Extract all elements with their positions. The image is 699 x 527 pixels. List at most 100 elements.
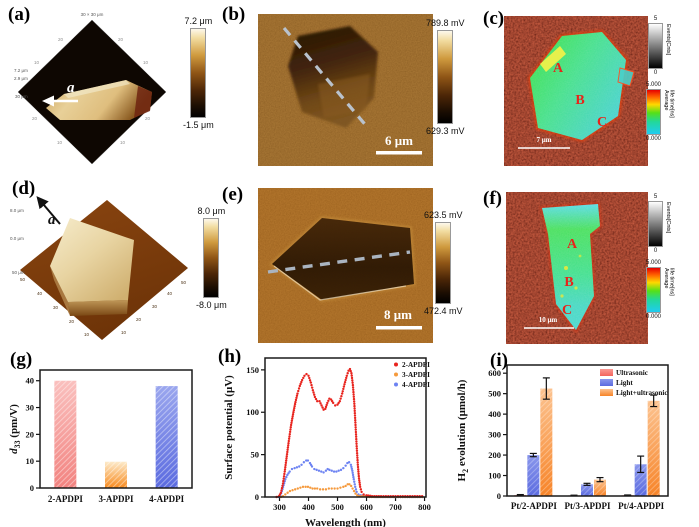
colorbar-c-lifetime: 5.000 0.000 Average life time[ns] [646,82,675,142]
panel-d-letter: (d) [12,178,36,199]
lifetime-gradient [646,267,661,313]
y-tick-label: 50 [251,450,260,460]
legend-swatch [600,379,613,386]
axis-tick: 50 [181,280,187,285]
axis-tick: 20 [58,37,64,42]
panel-i-letter: (i) [490,350,508,371]
speckle [564,266,568,270]
lifetime-max-label: 5.000 [646,260,662,266]
lifetime-min-label: 0.000 [646,314,662,320]
axis-tick: 20 [32,116,38,121]
y-tick-label: 0 [30,483,34,493]
legend-label: Ultrasonic [616,369,649,377]
x-tick-label: 300 [273,502,286,512]
colorbar-f-lifetime: 5.000 0.000 Average life time[ns] [646,260,675,320]
events-gradient [648,201,663,247]
y-tick-label: 500 [488,389,501,399]
height-scale-label: 7.2 μm [14,68,28,73]
bar-hatch [540,388,553,496]
y-tick-label: 600 [488,368,501,378]
x-axis-label: Wavelength (nm) [305,517,386,527]
bar-hatch [527,455,540,496]
axis-tick: 30 [53,305,59,310]
colorbar-d-min-label: -8.0 μm [196,300,227,310]
legend-swatch [600,369,613,376]
x-category-label: 4-APDPI [149,494,184,504]
surface-potential-spectrum-chart: 0 50 100 150 300 400 500 600 700 800 2-APDPI 3-APDP… [223,357,431,527]
panel-f-letter: (f) [483,188,502,209]
colorbar-f-events: 5 0 Events[Cnts] [648,194,671,254]
height-scale-label: 30 μm [15,94,28,99]
kpfm-image-e: 8 μm [258,188,433,343]
a-axis-arrowhead [42,95,54,107]
hydrogen-evolution-bar-chart: 0 100 200 300 400 500 600 Pt/2-APDPI Pt/3-APDPI P… [456,364,669,511]
x-category-label: Pt/4-APDPI [618,501,664,511]
panel-h-letter: (h) [218,346,242,367]
series-2-APDPI [275,367,424,499]
legend-marker [394,372,398,377]
panel-e-letter: (e) [222,184,244,205]
lifetime-colorbar-title-line1: Average [662,268,669,289]
colorbar-a-max-label: 7.2 μm [184,16,213,26]
axis-tick: 10 [84,332,90,337]
afm-3d-image-a: a 30 × 30 μm 10 20 20 10 20 10 10 20 7.2… [14,12,167,165]
legend-marker [394,362,398,367]
region-label-B: B [575,93,584,108]
x-tick-label: 700 [389,502,402,512]
colorbar-d: 8.0 μm -8.0 μm [196,206,227,310]
axis-tick: 10 [143,60,149,65]
y-tick-label: 0 [255,492,259,502]
events-colorbar-title: Events[Cnts] [664,202,671,234]
x-tick-label: 600 [360,502,373,512]
crystal-left-face [50,266,70,316]
afm-3d-image-d: a 8.0 μm 0.0 μm 50 μm 50 40 30 20 10 10 … [10,196,188,340]
speckle [560,294,564,298]
bar-hatch [54,380,77,488]
lifetime-max-label: 5.000 [646,82,662,88]
events-gradient [648,23,663,69]
axis-tick: 20 [136,317,142,322]
piezoelectric-coefficient-bar-chart: 0 10 20 30 40 2-APDPI 3-APDPI 4-APDPI d33 (pm/V) [8,369,193,504]
lifetime-colorbar-title-line2: life time[ns] [668,268,675,296]
axis-tick: 20 [145,116,151,121]
panel-c-letter: (c) [483,8,505,29]
colorbar-a: 7.2 μm -1.5 μm [183,16,214,130]
series-4-APDPI [277,459,424,499]
y-axis-label: H2 evolution (μmol/h) [456,379,470,481]
region-label-B: B [564,275,573,290]
kpfm-image-b: 6 μm [258,14,433,166]
colorbar-d-gradient [203,218,220,298]
scan-size-label: 30 × 30 μm [81,12,104,17]
lifetime-colorbar-title-line2: life time[ns] [668,90,675,118]
region-label-A: A [553,61,564,76]
y-axis-label: d33 (pm/V) [8,404,22,454]
lifetime-colorbar-title-line1: Average [662,90,669,111]
crystal-front-face [68,300,128,316]
flim-image-f: A B C 10 μm [506,192,648,344]
scale-bar [376,326,422,330]
plot-frame [39,369,193,489]
flim-image-c: A B C 7 μm [504,16,648,166]
y-tick-label: 300 [488,430,501,440]
colorbar-c-events: 5 0 Events[Cnts] [648,16,671,76]
region-label-C: C [597,115,607,130]
crystal-end-face [134,86,152,118]
scale-bar-label: 8 μm [384,307,412,322]
y-tick-label: 20 [26,429,35,439]
x-category-label: Pt/2-APDPI [511,501,557,511]
x-tick-label: 400 [302,502,315,512]
y-axis-label: Surface potential (μV) [223,375,235,480]
colorbar-a-gradient [190,28,207,118]
bar-hatch [105,461,127,488]
region-label-C: C [562,303,572,318]
a-axis-arrow [36,196,61,225]
y-tick-label: 200 [488,450,501,460]
colorbar-e-gradient [435,222,452,304]
colorbar-e-min-label: 472.4 mV [424,306,463,316]
legend-label: Light+ultrasonic [616,389,668,397]
height-scale-label: 50 μm [12,270,25,275]
plot-frame [506,364,669,497]
axis-tick: 50 [20,277,26,282]
lifetime-gradient [646,89,661,135]
